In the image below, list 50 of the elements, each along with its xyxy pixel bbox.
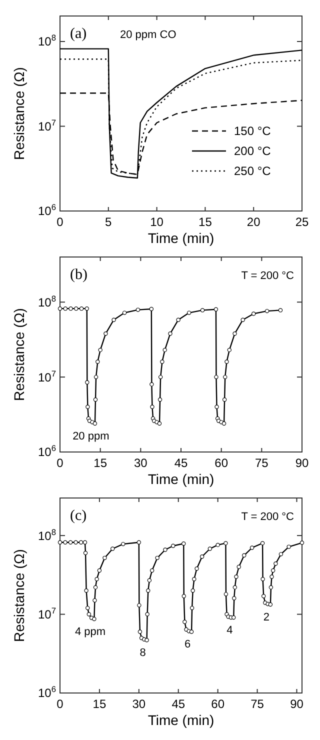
annotation: (c): [70, 508, 87, 524]
x-tick-label: 0: [56, 215, 64, 229]
annotation: T = 200 °C: [241, 511, 294, 523]
annotation: 8: [140, 647, 146, 660]
x-axis-title: Time (min): [148, 230, 214, 246]
x-tick-label: 30: [132, 697, 146, 711]
annotation: (b): [70, 267, 88, 283]
y-tick-label: 10$^{7}$: [38, 605, 56, 622]
x-tick-label: 45: [174, 456, 188, 470]
x-tick-label: 15: [198, 215, 212, 229]
annotation: 20 ppm CO: [120, 29, 177, 41]
x-tick-label: 15: [94, 456, 108, 470]
y-axis-title: Resistance (Ω): [11, 549, 27, 642]
y-tick-label: 10$^{6}$: [38, 202, 56, 218]
legend-label: 150 °C: [234, 124, 272, 138]
y-axis-title: Resistance (Ω): [11, 67, 27, 160]
x-tick-label: 15: [92, 697, 106, 711]
y-tick-label: 10$^{8}$: [38, 32, 56, 49]
y-axis-title: Resistance (Ω): [11, 308, 27, 401]
x-tick-label: 75: [250, 697, 264, 711]
annotation: 6: [184, 638, 191, 651]
annotation: T = 200 °C: [241, 270, 294, 282]
x-tick-label: 25: [295, 215, 309, 229]
y-tick-label: 10$^{7}$: [38, 368, 56, 384]
y-tick-label: 10$^{8}$: [38, 526, 56, 543]
y-tick-label: 10$^{7}$: [38, 117, 56, 134]
annotation: 4: [226, 624, 233, 637]
annotation: 2: [263, 612, 270, 624]
x-axis-title: Time (min): [148, 712, 214, 728]
legend-label: 200 °C: [234, 144, 272, 158]
x-tick-label: 10: [150, 215, 164, 229]
y-tick-label: 10$^{8}$: [38, 293, 56, 310]
x-tick-label: 30: [134, 456, 148, 470]
x-tick-label: 90: [295, 456, 309, 470]
x-tick-label: 20: [246, 215, 261, 229]
y-tick-label: 10$^{6}$: [38, 684, 56, 700]
x-axis-title: Time (min): [148, 471, 214, 487]
annotation: (a): [70, 26, 87, 42]
legend-label: 250 °C: [234, 164, 272, 178]
x-tick-label: 90: [290, 697, 304, 711]
annotation: 4 ppm: [74, 626, 106, 638]
x-tick-label: 75: [254, 456, 269, 470]
x-tick-label: 0: [56, 456, 64, 470]
x-tick-label: 0: [56, 697, 64, 711]
x-tick-label: 60: [211, 697, 225, 711]
x-tick-label: 45: [172, 697, 186, 711]
y-tick-label: 10$^{6}$: [38, 443, 56, 460]
annotation: 20 ppm: [72, 430, 110, 443]
x-tick-label: 5: [105, 215, 112, 229]
x-tick-label: 60: [214, 456, 228, 470]
